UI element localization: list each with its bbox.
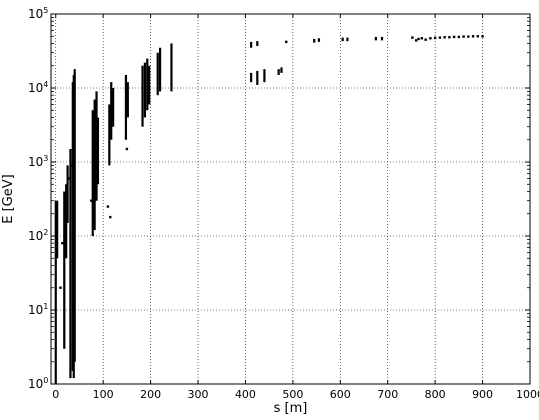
- y-tick-base: 10: [28, 7, 43, 21]
- y-tick-label: 100: [28, 376, 48, 391]
- data-point: [476, 35, 480, 38]
- y-tick-base: 10: [28, 303, 43, 317]
- data-point: [420, 37, 424, 40]
- data-point: [417, 37, 420, 41]
- data-point: [414, 39, 418, 42]
- y-tick-label: 104: [28, 80, 48, 95]
- x-tick-label: 100: [93, 388, 114, 401]
- x-tick-label: 800: [425, 388, 446, 401]
- y-tick-base: 10: [28, 155, 43, 169]
- data-point: [448, 36, 451, 39]
- data-point: [429, 37, 432, 40]
- data-marks: [54, 35, 484, 384]
- y-tick-exponent: 4: [43, 80, 48, 89]
- x-tick-label: 1000: [516, 388, 539, 401]
- data-point: [106, 205, 110, 208]
- data-point: [61, 241, 64, 245]
- grid-lines: [51, 13, 531, 385]
- data-point: [285, 40, 288, 44]
- y-tick-label: 105: [28, 6, 48, 21]
- data-point: [411, 36, 414, 39]
- x-tick-label: 400: [235, 388, 256, 401]
- data-point: [471, 35, 475, 38]
- x-tick-label: 500: [282, 388, 303, 401]
- data-point: [467, 35, 470, 38]
- data-point: [452, 35, 456, 39]
- y-tick-exponent: 1: [43, 302, 48, 311]
- data-point: [59, 286, 62, 289]
- data-point: [109, 215, 112, 219]
- data-point: [443, 36, 446, 39]
- data-point: [67, 177, 70, 180]
- x-tick-label: 200: [140, 388, 161, 401]
- x-axis-label: s [m]: [274, 401, 308, 416]
- y-tick-base: 10: [28, 81, 43, 95]
- data-point: [90, 199, 93, 202]
- x-tick-label: 0: [52, 388, 59, 401]
- data-point: [481, 35, 484, 38]
- data-point: [462, 35, 465, 38]
- x-tick-label: 300: [188, 388, 209, 401]
- data-point: [125, 147, 129, 151]
- x-tick-label: 700: [377, 388, 398, 401]
- x-tick-labels: 0 100 200 300 400 500 600 700 800 900 1000: [52, 388, 539, 401]
- y-tick-base: 10: [28, 377, 43, 391]
- y-tick-label: 102: [28, 228, 48, 243]
- data-point: [433, 36, 437, 40]
- data-point: [457, 35, 461, 39]
- x-tick-label: 600: [330, 388, 351, 401]
- x-tick-label: 900: [472, 388, 493, 401]
- y-tick-base: 10: [28, 229, 43, 243]
- data-point: [438, 36, 442, 39]
- y-tick-exponent: 5: [43, 6, 48, 15]
- data-point: [424, 38, 427, 41]
- plot-frame: [50, 13, 531, 385]
- data-point: [70, 164, 73, 167]
- y-tick-label: 103: [28, 154, 48, 169]
- y-axis-label: E [GeV]: [1, 174, 16, 223]
- y-tick-exponent: 2: [43, 228, 48, 237]
- y-tick-exponent: 0: [43, 376, 48, 385]
- y-tick-exponent: 3: [43, 154, 48, 163]
- axis-ticks: [51, 13, 531, 385]
- y-tick-label: 101: [28, 302, 48, 317]
